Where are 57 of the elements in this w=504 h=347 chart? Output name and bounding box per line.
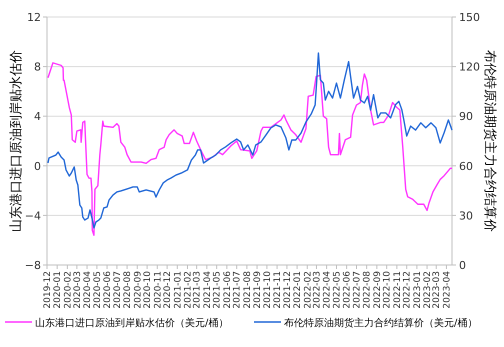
x-tick-label: 2020-03 [72,271,83,309]
x-tick-label: 2023-02 [423,271,434,309]
x-tick-label: 2022-06 [342,270,353,309]
x-tick-label: 2021-12 [282,271,293,309]
x-tick-label: 2021-02 [183,271,194,309]
y2-tick-label: 90 [459,110,473,124]
x-tick-label: 2020-04 [83,270,94,309]
x-tick-label: 2022-05 [332,271,342,309]
x-tick-label: 2020-09 [133,270,144,309]
x-tick-label: 2020-02 [63,271,74,309]
y-tick-label: −8 [24,259,41,272]
x-tick-label: 2023-03 [432,271,442,309]
y-tick-label: 4 [34,110,41,124]
y2-axis-title: 布伦特原油期货主力合约结算价 [482,50,498,232]
x-tick-label: 2022-11 [392,271,403,309]
y-tick-label: 12 [27,11,41,24]
x-tick-label: 2022-01 [293,271,304,309]
x-tick-label: 2021-09 [253,270,264,309]
x-tick-label: 2020-12 [163,271,174,309]
x-tick-label: 2022-02 [303,271,314,309]
x-tick-label: 2021-04 [202,270,213,309]
x-tick-label: 2020-11 [153,271,164,309]
x-tick-label: 2022-09 [372,270,383,309]
x-tick-label: 2022-10 [382,270,393,309]
x-tick-label: 2021-11 [273,271,284,309]
x-tick-label: 2021-01 [173,271,184,309]
x-tick-label: 2019-12 [43,271,53,309]
y2-tick-label: 30 [459,209,473,222]
x-tick-label: 2020-08 [123,270,134,309]
y-tick-label: −4 [24,209,41,222]
x-tick-label: 2023-01 [412,271,423,309]
y2-tick-label: 150 [459,11,480,24]
y2-tick-label: 0 [459,259,466,272]
y-tick-label: 0 [34,160,41,173]
legend-label: 布伦特原油期货主力合约结算价（美元/桶） [284,317,478,329]
x-tick-label: 2021-07 [232,271,243,309]
x-tick-label: 2020-05 [92,271,103,309]
x-tick-label: 2020-06 [103,270,114,309]
x-tick-label: 2022-03 [312,271,322,309]
legend-label: 山东港口进口原油到岸贴水估价（美元/桶） [35,317,228,329]
x-tick-label: 2021-03 [192,271,203,309]
x-tick-label: 2022-12 [402,271,413,309]
x-tick-label: 2022-04 [322,270,333,309]
y-axis-title: 山东港口进口原油到岸贴水估价 [9,50,24,232]
x-tick-label: 2023-04 [442,270,452,309]
y2-tick-label: 60 [459,160,473,173]
x-tick-label: 2021-10 [262,270,273,309]
x-tick-label: 2020-10 [143,270,154,309]
x-tick-label: 2022-08 [362,270,373,309]
x-tick-label: 2021-08 [242,270,253,309]
y2-tick-label: 120 [459,60,480,74]
x-tick-label: 2022-07 [352,271,362,309]
x-tick-label: 2021-05 [212,271,223,309]
x-tick-label: 2021-06 [222,270,233,309]
y-tick-label: 8 [34,60,41,74]
x-tick-label: 2020-07 [112,271,123,309]
x-tick-label: 2020-01 [53,271,64,309]
